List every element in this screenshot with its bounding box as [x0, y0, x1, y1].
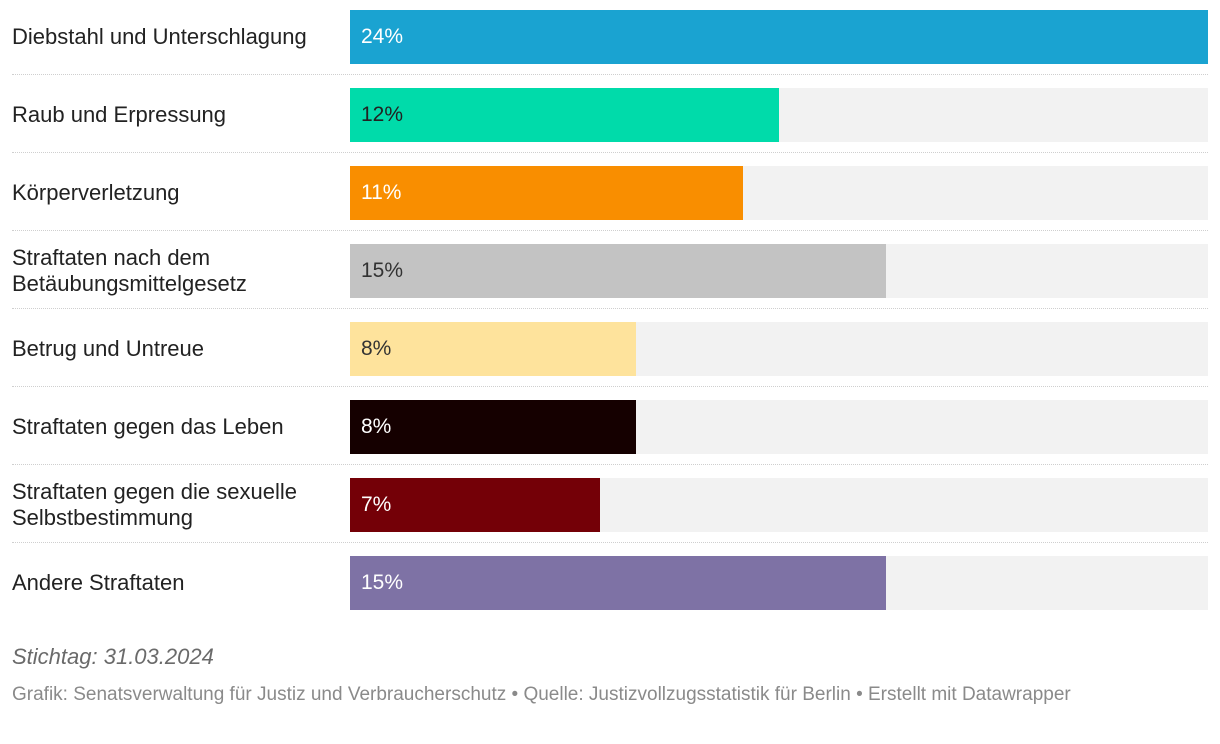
value-label: 12% [361, 103, 404, 126]
value-label: 15% [361, 571, 404, 594]
chart-notes: Stichtag: 31.03.2024 [12, 644, 214, 669]
chart-row: Straftaten nach dem Betäubungsmittelgese… [12, 233, 1208, 309]
value-label: 11% [361, 181, 402, 204]
value-label: 8% [361, 415, 392, 438]
category-label: Betrug und Untreue [12, 336, 205, 361]
category-label: Straftaten gegen die sexuelle Selbstbest… [12, 479, 297, 530]
value-label: 15% [361, 259, 404, 282]
bar [350, 244, 887, 298]
category-label: Straftaten nach dem Betäubungsmittelgese… [12, 245, 247, 296]
bar [350, 322, 636, 376]
bar-chart: Diebstahl und Unterschlagung 24% Raub und … [12, 0, 1208, 620]
bar [350, 10, 1208, 64]
chart-row: Diebstahl und Unterschlagung 24% [12, 0, 1208, 75]
bar-track: 8% [350, 322, 1208, 376]
value-label: 7% [361, 493, 392, 516]
bar [350, 400, 636, 454]
chart-footer: Grafik: Senatsverwaltung für Justiz und … [12, 684, 1071, 705]
chart-row: Straftaten gegen das Leben 8% [12, 389, 1208, 465]
value-label: 8% [361, 337, 392, 360]
category-label: Straftaten gegen das Leben [12, 414, 284, 439]
value-label: 24% [361, 25, 404, 48]
bar [350, 88, 779, 142]
bar [350, 478, 601, 532]
bar-track: 15% [350, 244, 1208, 298]
bar-track: 7% [350, 478, 1208, 532]
chart-row: Straftaten gegen die sexuelle Selbstbest… [12, 467, 1208, 543]
bar-track: 11% [350, 166, 1208, 220]
category-label: Andere Straftaten [12, 570, 185, 595]
category-label: Körperverletzung [12, 180, 180, 205]
bar [350, 166, 744, 220]
bar-track: 15% [350, 556, 1208, 610]
bar [350, 556, 887, 610]
chart-row: Andere Straftaten 15% [12, 545, 1208, 620]
chart-row: Betrug und Untreue 8% [12, 311, 1208, 387]
category-label: Diebstahl und Unterschlagung [12, 24, 307, 49]
category-label: Raub und Erpressung [12, 102, 227, 127]
bar-track: 8% [350, 400, 1208, 454]
bar-track: 24% [350, 10, 1208, 64]
chart-row: Raub und Erpressung 12% [12, 77, 1208, 153]
bar-track: 12% [350, 88, 1208, 142]
chart-row: Körperverletzung 11% [12, 155, 1208, 231]
